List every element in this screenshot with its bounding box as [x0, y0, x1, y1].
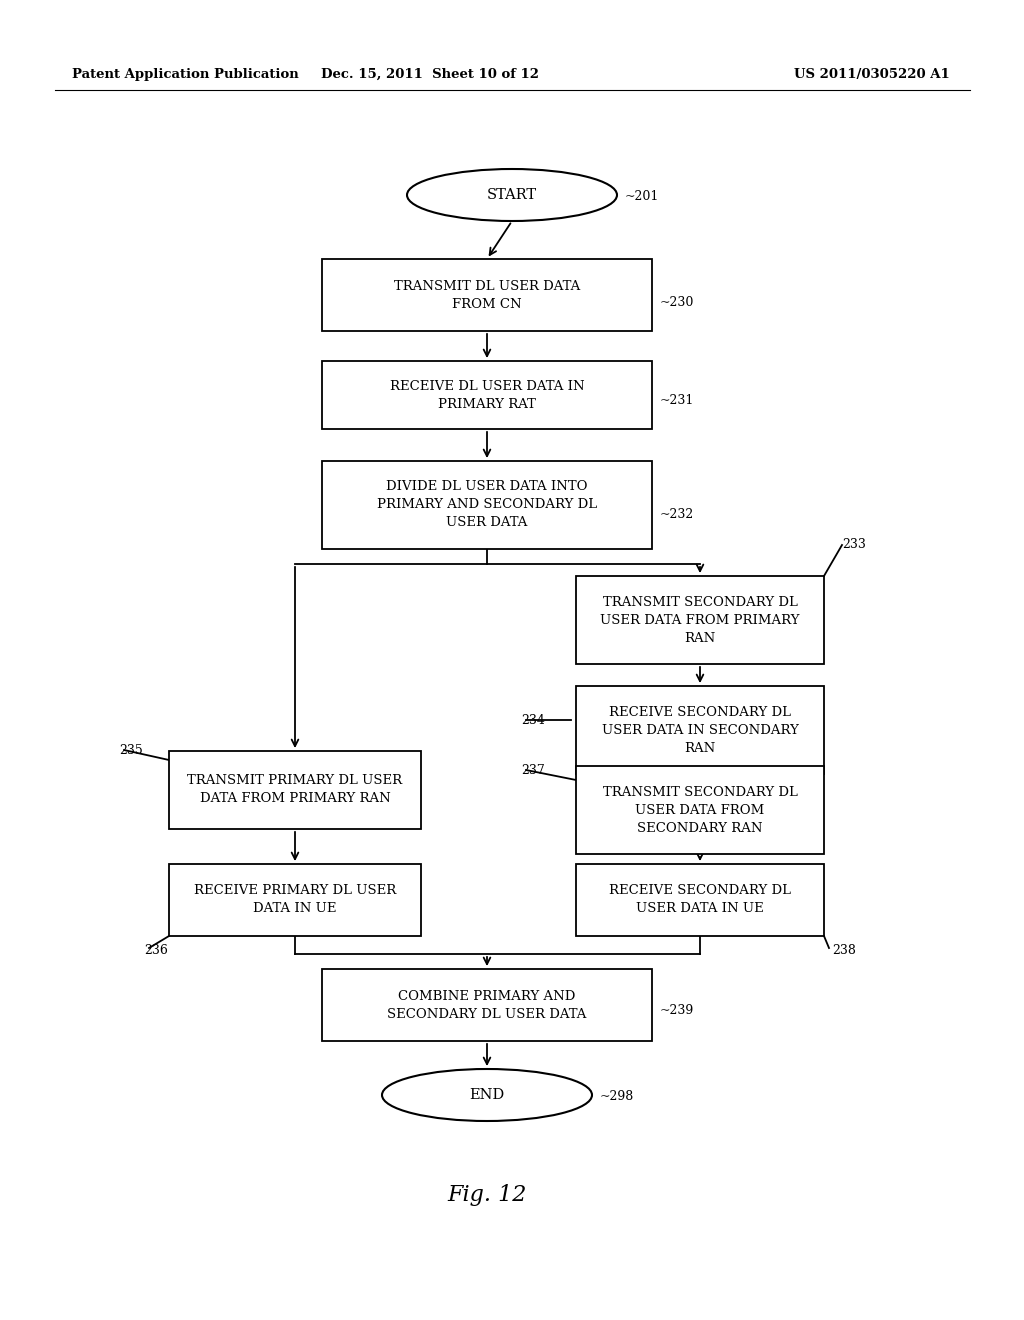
FancyBboxPatch shape: [322, 360, 652, 429]
Text: Patent Application Publication: Patent Application Publication: [72, 69, 299, 81]
Text: ~232: ~232: [660, 508, 694, 521]
Text: 236: 236: [144, 944, 168, 957]
FancyBboxPatch shape: [322, 461, 652, 549]
Text: 235: 235: [119, 743, 142, 756]
Text: TRANSMIT PRIMARY DL USER
DATA FROM PRIMARY RAN: TRANSMIT PRIMARY DL USER DATA FROM PRIMA…: [187, 775, 402, 805]
FancyBboxPatch shape: [575, 865, 824, 936]
FancyBboxPatch shape: [575, 686, 824, 774]
Text: RECEIVE SECONDARY DL
USER DATA IN UE: RECEIVE SECONDARY DL USER DATA IN UE: [609, 884, 791, 916]
FancyBboxPatch shape: [322, 259, 652, 331]
Text: 238: 238: [831, 944, 856, 957]
Ellipse shape: [382, 1069, 592, 1121]
Text: US 2011/0305220 A1: US 2011/0305220 A1: [795, 69, 950, 81]
Text: 237: 237: [521, 763, 545, 776]
Text: TRANSMIT SECONDARY DL
USER DATA FROM
SECONDARY RAN: TRANSMIT SECONDARY DL USER DATA FROM SEC…: [602, 785, 798, 834]
Text: ~201: ~201: [625, 190, 659, 203]
Text: END: END: [469, 1088, 505, 1102]
Text: 233: 233: [842, 539, 866, 552]
Text: RECEIVE SECONDARY DL
USER DATA IN SECONDARY
RAN: RECEIVE SECONDARY DL USER DATA IN SECOND…: [601, 705, 799, 755]
Text: RECEIVE PRIMARY DL USER
DATA IN UE: RECEIVE PRIMARY DL USER DATA IN UE: [194, 884, 396, 916]
Text: TRANSMIT DL USER DATA
FROM CN: TRANSMIT DL USER DATA FROM CN: [394, 280, 581, 310]
FancyBboxPatch shape: [169, 865, 421, 936]
FancyBboxPatch shape: [575, 576, 824, 664]
FancyBboxPatch shape: [322, 969, 652, 1041]
Text: 234: 234: [521, 714, 545, 726]
FancyBboxPatch shape: [169, 751, 421, 829]
Text: ~231: ~231: [660, 393, 694, 407]
Text: Fig. 12: Fig. 12: [447, 1184, 526, 1206]
Ellipse shape: [407, 169, 617, 220]
Text: RECEIVE DL USER DATA IN
PRIMARY RAT: RECEIVE DL USER DATA IN PRIMARY RAT: [390, 380, 585, 411]
Text: ~230: ~230: [660, 297, 694, 309]
Text: ~239: ~239: [660, 1003, 694, 1016]
Text: ~298: ~298: [600, 1090, 634, 1104]
Text: START: START: [487, 187, 537, 202]
FancyBboxPatch shape: [575, 766, 824, 854]
Text: DIVIDE DL USER DATA INTO
PRIMARY AND SECONDARY DL
USER DATA: DIVIDE DL USER DATA INTO PRIMARY AND SEC…: [377, 480, 597, 529]
Text: COMBINE PRIMARY AND
SECONDARY DL USER DATA: COMBINE PRIMARY AND SECONDARY DL USER DA…: [387, 990, 587, 1020]
Text: Dec. 15, 2011  Sheet 10 of 12: Dec. 15, 2011 Sheet 10 of 12: [321, 69, 539, 81]
Text: TRANSMIT SECONDARY DL
USER DATA FROM PRIMARY
RAN: TRANSMIT SECONDARY DL USER DATA FROM PRI…: [600, 595, 800, 644]
